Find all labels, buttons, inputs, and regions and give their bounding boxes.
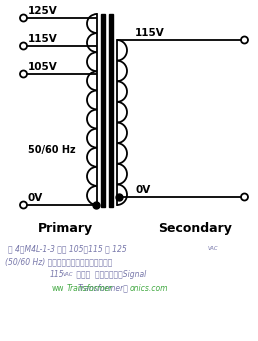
Circle shape [241, 36, 248, 44]
Text: VAC: VAC [63, 272, 74, 277]
Circle shape [20, 202, 27, 208]
Text: 105V: 105V [28, 62, 58, 72]
Text: 图 4：M4L-1-3 接受 105、115 和 125: 图 4：M4L-1-3 接受 105、115 和 125 [8, 244, 127, 253]
Text: Transformer）: Transformer） [78, 283, 129, 292]
Text: Primary: Primary [37, 222, 93, 235]
Bar [109, 14, 113, 207]
Text: 115V: 115V [135, 28, 165, 38]
Text: 50/60 Hz: 50/60 Hz [28, 145, 76, 155]
Text: 115: 115 [50, 270, 64, 279]
Circle shape [20, 71, 27, 77]
Text: Secondary: Secondary [158, 222, 232, 235]
Text: 115V: 115V [28, 34, 58, 44]
Text: onics.com: onics.com [130, 284, 168, 293]
Circle shape [20, 43, 27, 49]
Bar [101, 14, 105, 207]
Text: 125V: 125V [28, 6, 58, 16]
Circle shape [20, 15, 27, 21]
Text: 0V: 0V [28, 193, 43, 203]
Text: (50/60 Hz) 的输入电压，同时在次级侧提供: (50/60 Hz) 的输入电压，同时在次级侧提供 [5, 257, 112, 266]
Text: ww: ww [52, 284, 64, 293]
Circle shape [241, 193, 248, 201]
Text: VAC: VAC [208, 246, 219, 251]
Text: Transformer: Transformer [67, 284, 113, 293]
Text: 输出。  （图片来源：Signal: 输出。 （图片来源：Signal [74, 270, 146, 279]
Text: 0V: 0V [135, 185, 150, 195]
